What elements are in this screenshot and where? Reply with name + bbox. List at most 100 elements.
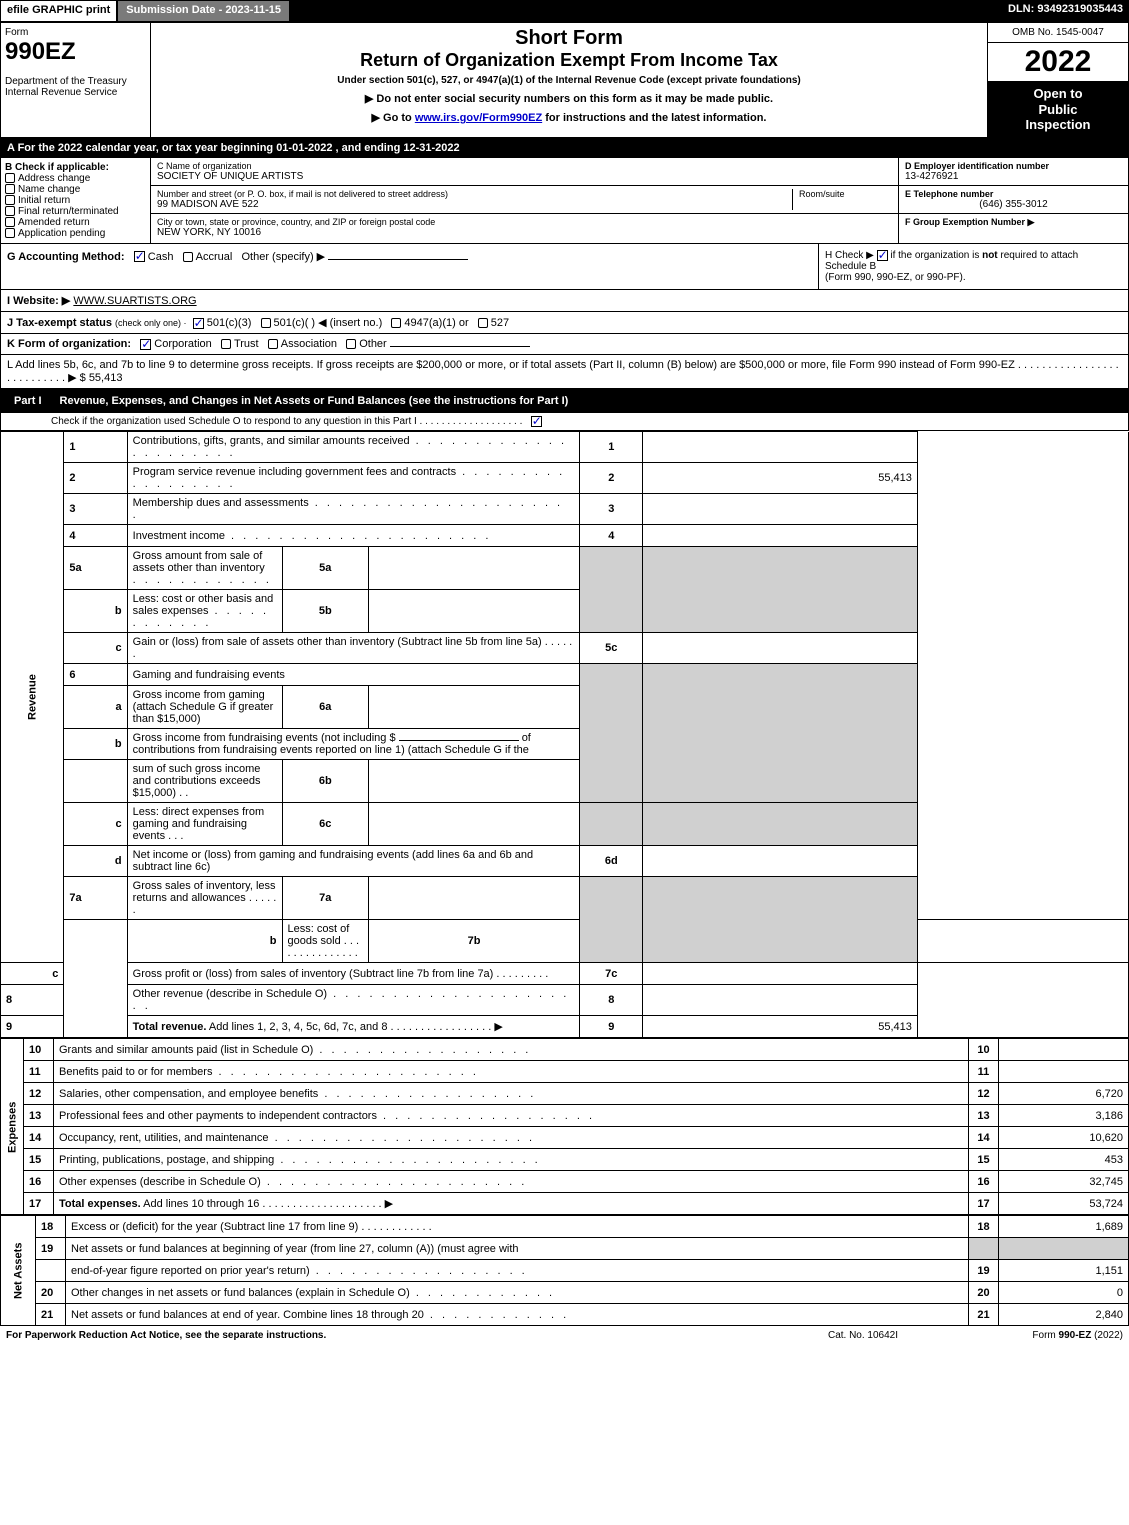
line-17: 17 Total expenses. Add lines 10 through … [1,1193,1129,1215]
net-assets-table: Net Assets 18 Excess or (deficit) for th… [0,1215,1129,1326]
line-9: 9 Total revenue. Add lines 1, 2, 3, 4, 5… [1,1016,1129,1038]
chk-trust[interactable] [221,339,231,349]
irs-link[interactable]: www.irs.gov/Form990EZ [415,112,542,124]
omb-number: OMB No. 1545-0047 [988,23,1128,43]
org-name-label: C Name of organization [157,161,892,171]
ein-label: D Employer identification number [905,161,1122,171]
section-bcd: B Check if applicable: Address change Na… [0,158,1129,244]
line-13-amount: 3,186 [999,1105,1129,1127]
line-6c: c Less: direct expenses from gaming and … [1,803,1129,846]
line-16-amount: 32,745 [999,1171,1129,1193]
line-19a: 19 Net assets or fund balances at beginn… [1,1238,1129,1260]
net-assets-side-label: Net Assets [1,1216,36,1326]
form-number-footer: Form 990-EZ (2022) [963,1330,1123,1341]
revenue-table: Revenue 1 Contributions, gifts, grants, … [0,431,1129,1038]
expenses-side-label: Expenses [1,1039,24,1215]
chk-final-return[interactable]: Final return/terminated [5,206,146,217]
phone-value: (646) 355-3012 [905,199,1122,210]
chk-501c3[interactable] [193,318,204,329]
line-4: 4 Investment income 4 [1,525,1129,547]
submission-date: Submission Date - 2023-11-15 [117,0,290,22]
line-6b-end: sum of such gross income and contributio… [1,760,1129,803]
line-1-amount [643,432,917,463]
page-footer: For Paperwork Reduction Act Notice, see … [0,1326,1129,1345]
row-a-tax-year: A For the 2022 calendar year, or tax yea… [0,138,1129,158]
line-16: 16 Other expenses (describe in Schedule … [1,1171,1129,1193]
org-name: SOCIETY OF UNIQUE ARTISTS [157,171,892,182]
col-d-ein-phone: D Employer identification number 13-4276… [898,158,1128,243]
dept-treasury: Department of the Treasury [5,76,146,87]
top-bar: efile GRAPHIC print Submission Date - 20… [0,0,1129,22]
chk-cash[interactable] [134,251,145,262]
chk-schedule-o[interactable] [531,416,542,427]
chk-4947[interactable] [391,318,401,328]
row-k-form-org: K Form of organization: Corporation Trus… [0,334,1129,355]
line-21-amount: 2,840 [999,1304,1129,1326]
chk-association[interactable] [268,339,278,349]
group-exemption-label: F Group Exemption Number ▶ [905,217,1122,228]
website-link[interactable]: WWW.SUARTISTS.ORG [73,295,196,307]
line-10: Expenses 10 Grants and similar amounts p… [1,1039,1129,1061]
h-schedule-b: H Check ▶ if the organization is not req… [818,244,1128,289]
line-6a: a Gross income from gaming (attach Sched… [1,686,1129,729]
room-label: Room/suite [799,189,892,199]
title-return: Return of Organization Exempt From Incom… [155,50,983,71]
chk-name-change[interactable]: Name change [5,184,146,195]
line-19-amount: 1,151 [999,1260,1129,1282]
row-gh: G Accounting Method: Cash Accrual Other … [0,244,1129,290]
chk-amended-return[interactable]: Amended return [5,217,146,228]
line-12: 12 Salaries, other compensation, and emp… [1,1083,1129,1105]
part-1-sub: Check if the organization used Schedule … [0,413,1129,431]
col-b-check-applicable: B Check if applicable: Address change Na… [1,158,151,243]
line-13: 13 Professional fees and other payments … [1,1105,1129,1127]
street-value: 99 MADISON AVE 522 [157,199,792,210]
line-7c: c Gross profit or (loss) from sales of i… [1,963,1129,985]
line-14-amount: 10,620 [999,1127,1129,1149]
chk-corporation[interactable] [140,339,151,350]
street-label: Number and street (or P. O. box, if mail… [157,189,792,199]
revenue-side-label: Revenue [1,432,64,963]
line-14: 14 Occupancy, rent, utilities, and maint… [1,1127,1129,1149]
city-value: NEW YORK, NY 10016 [157,227,892,238]
form-label: Form [5,27,146,38]
chk-501c[interactable] [261,318,271,328]
chk-schedule-b[interactable] [877,250,888,261]
paperwork-notice: For Paperwork Reduction Act Notice, see … [6,1330,763,1341]
instruction-ssn: ▶ Do not enter social security numbers o… [155,92,983,105]
chk-application-pending[interactable]: Application pending [5,228,146,239]
chk-accrual[interactable] [183,252,193,262]
line-17-amount: 53,724 [999,1193,1129,1215]
form-number: 990EZ [5,38,146,66]
col-c-org-info: C Name of organization SOCIETY OF UNIQUE… [151,158,898,243]
line-5c: c Gain or (loss) from sale of assets oth… [1,633,1129,664]
expenses-table: Expenses 10 Grants and similar amounts p… [0,1038,1129,1215]
title-short-form: Short Form [155,27,983,50]
line-5a: 5a Gross amount from sale of assets othe… [1,547,1129,590]
line-6d: d Net income or (loss) from gaming and f… [1,846,1129,877]
chk-other-org[interactable] [346,339,356,349]
line-12-amount: 6,720 [999,1083,1129,1105]
line-15-amount: 453 [999,1149,1129,1171]
open-to-public: Open to Public Inspection [988,82,1128,137]
line-5b: b Less: cost or other basis and sales ex… [1,590,1129,633]
irs-label: Internal Revenue Service [5,87,146,98]
accounting-method: G Accounting Method: Cash Accrual Other … [1,244,818,289]
city-label: City or town, state or province, country… [157,217,892,227]
chk-527[interactable] [478,318,488,328]
line-3: 3 Membership dues and assessments 3 [1,494,1129,525]
line-21: 21 Net assets or fund balances at end of… [1,1304,1129,1326]
line-8: 8 Other revenue (describe in Schedule O)… [1,985,1129,1016]
line-18: Net Assets 18 Excess or (deficit) for th… [1,1216,1129,1238]
subtitle: Under section 501(c), 527, or 4947(a)(1)… [155,75,983,86]
chk-initial-return[interactable]: Initial return [5,195,146,206]
part-1-header: Part I Revenue, Expenses, and Changes in… [0,389,1129,413]
line-1: Revenue 1 Contributions, gifts, grants, … [1,432,1129,463]
part-1-label: Part I [6,393,50,409]
chk-address-change[interactable]: Address change [5,173,146,184]
line-7a: 7a Gross sales of inventory, less return… [1,877,1129,920]
line-20-amount: 0 [999,1282,1129,1304]
catalog-number: Cat. No. 10642I [763,1330,963,1341]
line-20: 20 Other changes in net assets or fund b… [1,1282,1129,1304]
line-6: 6 Gaming and fundraising events [1,664,1129,686]
l-amount: $ 55,413 [80,372,123,384]
